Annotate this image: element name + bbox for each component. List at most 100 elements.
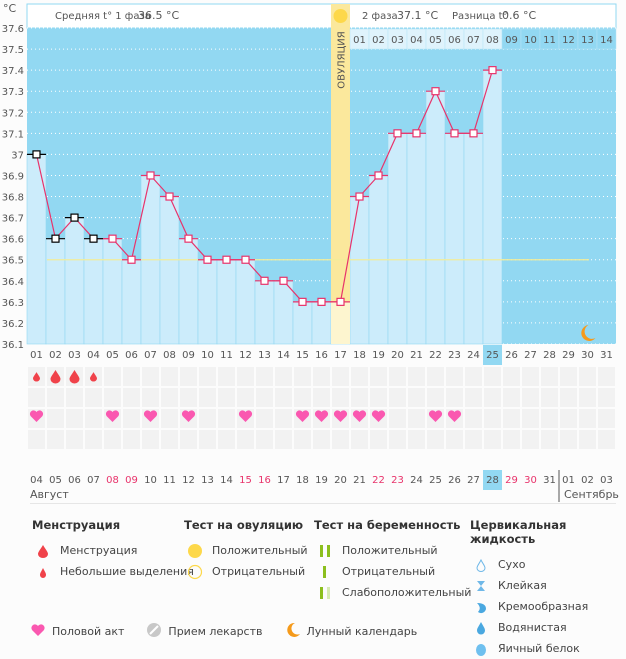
legend-label: Яичный белок	[498, 642, 580, 655]
cycle-day-label: 18	[353, 350, 366, 361]
calendar-date-label: 09	[125, 475, 138, 486]
temperature-point	[165, 192, 174, 201]
cycle-day-label: 02	[49, 350, 62, 361]
temperature-point	[374, 171, 383, 180]
symbol-cell	[180, 388, 197, 407]
symbol-cell	[579, 388, 596, 407]
menstruation-drop-icon	[50, 370, 61, 384]
symbol-cell	[332, 388, 349, 407]
symbol-cell	[218, 367, 235, 386]
symbol-cell	[142, 367, 159, 386]
temperature-bar	[349, 196, 370, 345]
symbol-cell	[47, 409, 64, 428]
symbol-cell	[522, 367, 539, 386]
cycle-day-label: 19	[372, 350, 385, 361]
calendar-date-label: 30	[524, 475, 537, 486]
circle-outline-icon	[184, 564, 206, 580]
spotting-drop-icon	[90, 372, 97, 382]
temperature-point	[431, 87, 440, 96]
symbol-cell	[427, 430, 444, 449]
cycle-day-label: 08	[163, 350, 176, 361]
temperature-bar	[292, 301, 313, 345]
symbol-cell	[598, 409, 615, 428]
intercourse-heart-icon	[238, 410, 253, 422]
symbol-cell	[104, 388, 121, 407]
temperature-bar	[197, 259, 218, 345]
symbol-cell	[598, 430, 615, 449]
summary-header	[26, 3, 617, 29]
symbol-cell	[47, 388, 64, 407]
temperature-bar	[83, 238, 104, 345]
heart-icon	[30, 623, 46, 640]
temperature-point	[108, 234, 117, 243]
calendar-date-label: 29	[505, 475, 518, 486]
temperature-bar	[273, 280, 294, 345]
calendar-date-label: 06	[68, 475, 81, 486]
symbol-cell	[161, 430, 178, 449]
temperature-point	[203, 255, 212, 264]
legend-ovulation-test: Тест на овуляцию Положительный Отрицател…	[184, 518, 308, 582]
symbol-cell	[28, 388, 45, 407]
symbol-cell	[579, 430, 596, 449]
symbol-cell	[199, 430, 216, 449]
cycle-day-label: 03	[68, 350, 81, 361]
temperature-bar	[425, 90, 446, 345]
symbol-cell	[85, 409, 102, 428]
calendar-date-label: 13	[201, 475, 214, 486]
cycle-day-label: 28	[543, 350, 556, 361]
temperature-point	[89, 234, 98, 243]
symbol-cell	[579, 367, 596, 386]
symbol-cell	[465, 367, 482, 386]
symbol-cell	[541, 430, 558, 449]
spotting-drop-icon	[33, 372, 40, 382]
symbol-cell	[275, 430, 292, 449]
phase2-day-label: 09	[505, 35, 518, 46]
y-tick-label: 36.3	[2, 298, 24, 309]
phase2-day-label: 01	[353, 35, 366, 46]
temperature-point	[70, 213, 79, 222]
calendar-date-label: 07	[87, 475, 100, 486]
symbol-cell	[123, 367, 140, 386]
today-highlight	[483, 470, 502, 490]
symbol-cell	[370, 367, 387, 386]
ovulation-test-positive-icon	[333, 9, 348, 23]
phase2-day-label: 02	[372, 35, 385, 46]
temperature-point	[450, 129, 459, 138]
legend-label: Клейкая	[498, 579, 547, 592]
symbol-cell	[294, 430, 311, 449]
symbol-cell	[237, 367, 254, 386]
cycle-day-label: 16	[315, 350, 328, 361]
symbol-cell	[47, 430, 64, 449]
y-tick-label: 37	[11, 150, 24, 161]
calendar-date-label: 02	[581, 475, 594, 486]
symbol-cell	[313, 367, 330, 386]
legend-label: Половой акт	[52, 625, 125, 638]
y-axis-unit: °C	[3, 2, 17, 15]
legend-label: Положительный	[212, 544, 308, 557]
calendar-date-label: 17	[277, 475, 290, 486]
cycle-day-label: 01	[30, 350, 43, 361]
symbol-cell	[541, 409, 558, 428]
cycle-day-label: 26	[505, 350, 518, 361]
symbol-cell	[256, 367, 273, 386]
temperature-bar	[311, 301, 332, 345]
symbol-cell	[218, 409, 235, 428]
symbol-cell	[389, 388, 406, 407]
temperature-bar	[178, 238, 199, 345]
symbol-cell	[161, 409, 178, 428]
legend-label: Сухо	[498, 558, 526, 571]
symbol-cell	[85, 430, 102, 449]
symbol-cell	[237, 388, 254, 407]
symbol-cell	[541, 367, 558, 386]
phase1-value: 36.5 °C	[138, 9, 179, 22]
calendar-date-label: 04	[30, 475, 43, 486]
cycle-day-label: 27	[524, 350, 537, 361]
intercourse-heart-icon	[333, 410, 348, 422]
legend-bottom: Половой акт Прием лекарств Лунный календ…	[30, 622, 417, 641]
legend-title: Менструация	[32, 518, 121, 532]
symbol-cell	[522, 409, 539, 428]
phase2-day-label: 08	[486, 35, 499, 46]
calendar-date-label: 19	[315, 475, 328, 486]
intercourse-heart-icon	[105, 410, 120, 422]
month-label-september: Сентябрь	[564, 488, 619, 501]
